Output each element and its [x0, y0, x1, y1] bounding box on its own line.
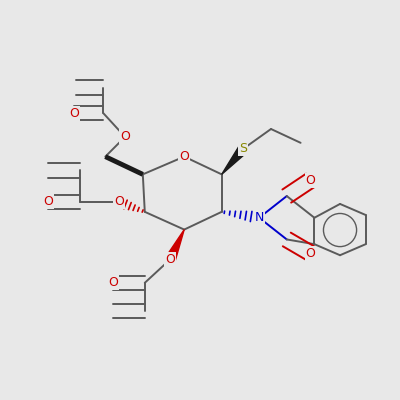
Text: O: O	[114, 196, 124, 208]
Text: O: O	[306, 174, 315, 187]
Text: O: O	[306, 247, 315, 260]
Text: O: O	[166, 253, 175, 266]
Text: O: O	[69, 107, 79, 120]
Text: O: O	[179, 150, 189, 163]
Text: S: S	[239, 142, 247, 155]
Polygon shape	[166, 230, 184, 261]
Polygon shape	[222, 146, 247, 174]
Text: O: O	[43, 196, 53, 208]
Text: O: O	[120, 130, 130, 143]
Text: N: N	[254, 211, 264, 224]
Text: O: O	[108, 276, 118, 289]
